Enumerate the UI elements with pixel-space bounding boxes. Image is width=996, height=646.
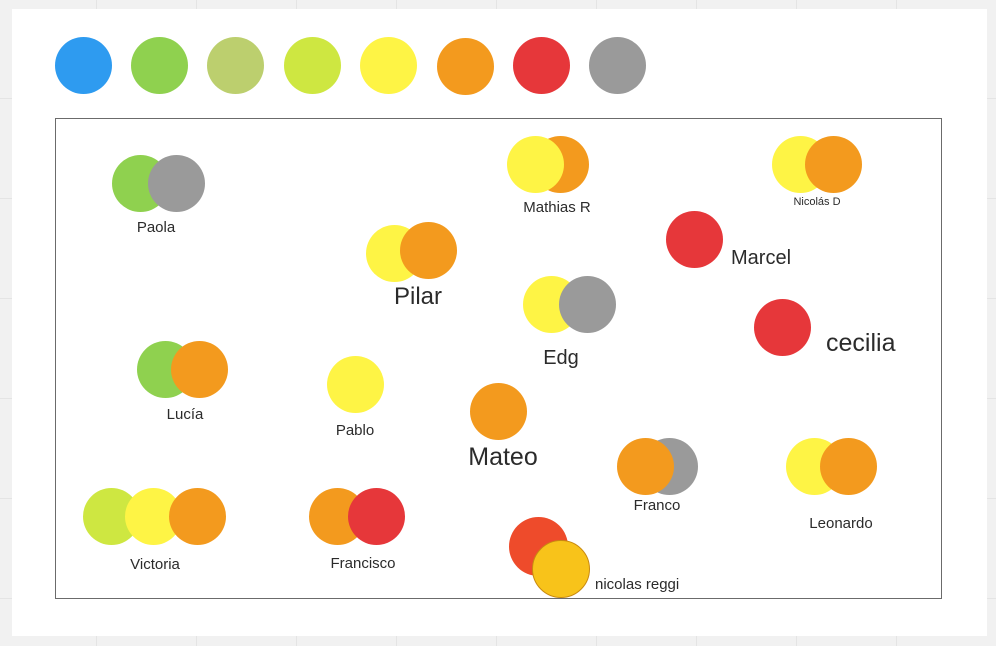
palette-olive-dot[interactable]	[207, 37, 264, 94]
edg-label[interactable]: Edg	[543, 347, 579, 369]
paola-gray-circle[interactable]	[148, 155, 205, 212]
franco-orange-circle[interactable]	[617, 438, 674, 495]
palette-red-dot[interactable]	[513, 37, 570, 94]
leonardo-orange-circle[interactable]	[820, 438, 877, 495]
lucia-orange-circle[interactable]	[171, 341, 228, 398]
palette-gray-dot[interactable]	[589, 37, 646, 94]
palette-orange-dot[interactable]	[437, 38, 494, 95]
franco-label[interactable]: Franco	[633, 497, 681, 514]
edg-gray-circle[interactable]	[559, 276, 616, 333]
lucia-label[interactable]: Lucía	[166, 406, 204, 423]
mathias-yellow-circle[interactable]	[507, 136, 564, 193]
palette-blue-dot[interactable]	[55, 37, 112, 94]
palette-lime-dot[interactable]	[284, 37, 341, 94]
mateo-label[interactable]: Mateo	[468, 443, 538, 471]
paola-label[interactable]: Paola	[136, 219, 176, 236]
nicolas-d-label[interactable]: Nicolás D	[793, 196, 841, 208]
nicolas-d-orange-circle[interactable]	[805, 136, 862, 193]
francisco-red-circle[interactable]	[348, 488, 405, 545]
francisco-label[interactable]: Francisco	[330, 555, 396, 572]
mateo-orange-circle[interactable]	[470, 383, 527, 440]
marcel-red-circle[interactable]	[666, 211, 723, 268]
cecilia-red-circle[interactable]	[754, 299, 811, 356]
victoria-label[interactable]: Victoria	[130, 556, 180, 573]
palette-yellow-dot[interactable]	[360, 37, 417, 94]
pablo-label[interactable]: Pablo	[335, 422, 375, 439]
palette-green-dot[interactable]	[131, 37, 188, 94]
mathias-label[interactable]: Mathias R	[523, 199, 591, 216]
marcel-label[interactable]: Marcel	[731, 247, 792, 269]
leonardo-label[interactable]: Leonardo	[809, 515, 873, 532]
pablo-yellow-circle[interactable]	[327, 356, 384, 413]
cecilia-label[interactable]: cecilia	[826, 329, 896, 357]
nicolas-reggi-label[interactable]: nicolas reggi	[595, 576, 680, 593]
pilar-orange-circle[interactable]	[400, 222, 457, 279]
victoria-orange-circle[interactable]	[169, 488, 226, 545]
nicolas-reggi-gold-circle[interactable]	[532, 540, 590, 598]
pilar-label[interactable]: Pilar	[393, 283, 443, 310]
